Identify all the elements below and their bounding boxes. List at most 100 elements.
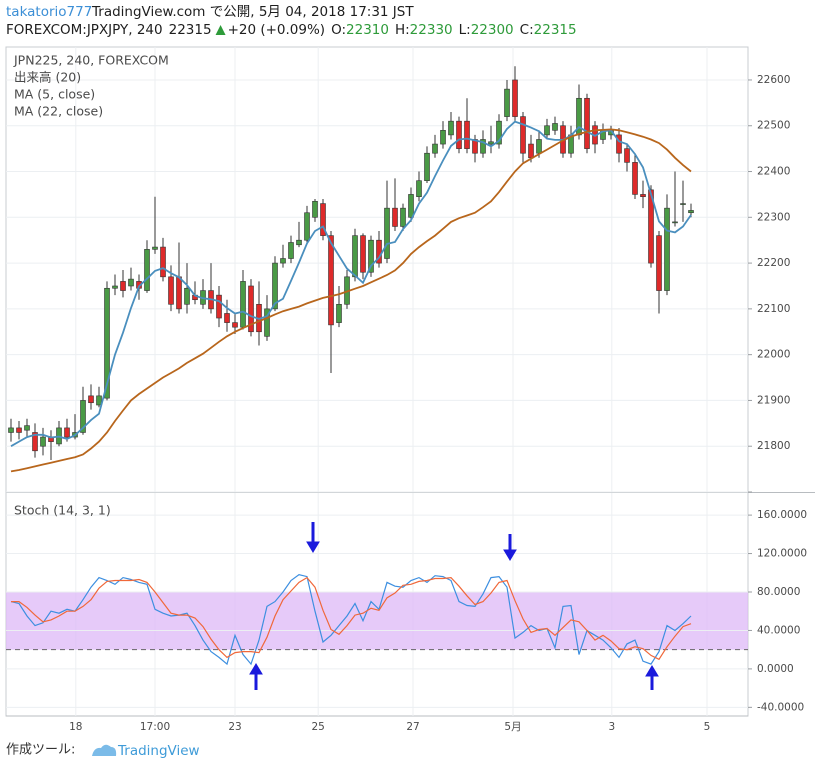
candle-body bbox=[40, 436, 46, 447]
footer-label: 作成ツール: bbox=[6, 743, 75, 758]
candle-body bbox=[640, 194, 646, 198]
candle-body bbox=[360, 235, 366, 273]
candle-body bbox=[504, 88, 510, 117]
candle-body bbox=[392, 207, 398, 227]
up-triangle bbox=[215, 25, 226, 35]
x-tick-label: 27 bbox=[406, 721, 419, 733]
candle-body bbox=[168, 276, 174, 305]
x-tick-label: 17:00 bbox=[140, 721, 170, 733]
candle-body bbox=[248, 285, 254, 333]
y-tick-label: 22200 bbox=[757, 257, 790, 269]
ma-line bbox=[10, 120, 692, 447]
candle-body bbox=[680, 203, 686, 205]
candle-body bbox=[224, 313, 230, 323]
y-tick-label: 22400 bbox=[757, 166, 790, 178]
candle-body bbox=[584, 97, 590, 149]
candle-body bbox=[216, 294, 222, 319]
candle-body bbox=[272, 262, 278, 310]
candle-body bbox=[296, 239, 302, 246]
candle-body bbox=[544, 125, 550, 136]
y-tick-label: 22100 bbox=[757, 303, 790, 315]
x-tick-label: 3 bbox=[608, 721, 615, 733]
candle-body bbox=[664, 207, 670, 291]
candle-body bbox=[304, 212, 310, 241]
candle-body bbox=[432, 143, 438, 154]
x-tick-label: 23 bbox=[228, 721, 241, 733]
stoch-title: Stoch (14, 3, 1) bbox=[14, 503, 111, 518]
change: +20 (+0.09%) bbox=[228, 22, 326, 38]
arrow-head bbox=[306, 541, 320, 553]
candle-body bbox=[440, 130, 446, 145]
arrow-head bbox=[645, 665, 659, 677]
candle-body bbox=[8, 427, 14, 433]
candle-body bbox=[104, 287, 110, 399]
ohlc-value: 22300 bbox=[471, 22, 514, 38]
candle-body bbox=[496, 120, 502, 145]
author[interactable]: takatorio777 bbox=[6, 4, 92, 20]
y-tick-label: 22300 bbox=[757, 211, 790, 223]
candle-body bbox=[448, 120, 454, 136]
x-tick-label: 25 bbox=[312, 721, 325, 733]
candle-body bbox=[688, 210, 694, 214]
candle-body bbox=[368, 239, 374, 273]
candle-body bbox=[672, 221, 678, 224]
candle-body bbox=[536, 139, 542, 154]
candle-body bbox=[328, 235, 334, 326]
candle-body bbox=[88, 395, 94, 404]
candle-body bbox=[520, 116, 526, 154]
ohlc-label: L: bbox=[459, 22, 471, 38]
candle-body bbox=[320, 203, 326, 236]
legend-entry: MA (22, close) bbox=[14, 104, 103, 119]
candle-body bbox=[280, 258, 286, 264]
candle-body bbox=[632, 162, 638, 195]
candle-body bbox=[408, 194, 414, 218]
arrow-head bbox=[249, 663, 263, 675]
candle-body bbox=[64, 427, 70, 438]
y-tick-label: 21800 bbox=[757, 440, 790, 452]
candle-body bbox=[352, 235, 358, 278]
candle-body bbox=[112, 285, 118, 289]
main-title: JPN225, 240, FOREXCOM bbox=[13, 53, 169, 68]
logo-cloud bbox=[92, 744, 117, 756]
candle-body bbox=[336, 303, 342, 323]
candle-body bbox=[144, 249, 150, 291]
plot-layer: 18 17:00 23 25 27 5月 3 5 21800 21900 22000 22100 222… bbox=[6, 47, 807, 733]
candle-body bbox=[512, 79, 518, 117]
y-tick-label: 120.0000 bbox=[757, 548, 807, 560]
candle-body bbox=[288, 242, 294, 259]
stoch-line bbox=[11, 576, 692, 661]
ohlc-label: C: bbox=[520, 22, 534, 38]
candle-body bbox=[384, 207, 390, 259]
candle-body bbox=[16, 427, 22, 433]
stoch-line bbox=[10, 574, 692, 666]
candle-body bbox=[416, 180, 422, 198]
legend-entry: MA (5, close) bbox=[14, 87, 95, 102]
candle-body bbox=[24, 425, 30, 431]
published: TradingView.com で公開, 5月 04, 2018 17:31 J… bbox=[91, 4, 414, 20]
brand-logo[interactable]: TradingView bbox=[92, 743, 200, 759]
band bbox=[6, 592, 748, 650]
candle-body bbox=[240, 281, 246, 328]
candle-body bbox=[400, 207, 406, 227]
candle-body bbox=[552, 123, 558, 131]
candle-body bbox=[128, 278, 134, 287]
x-tick-label: 5 bbox=[704, 721, 711, 733]
y-tick-label: 22000 bbox=[757, 349, 790, 361]
candle-body bbox=[616, 134, 622, 154]
ohlc-value: 22315 bbox=[534, 22, 577, 38]
candle-body bbox=[648, 189, 654, 264]
ohlc-value: 22310 bbox=[346, 22, 389, 38]
candle-body bbox=[424, 152, 430, 181]
candle-body bbox=[464, 120, 470, 149]
annotation-arrows bbox=[249, 522, 659, 690]
candle-body bbox=[624, 148, 630, 163]
candle-body bbox=[528, 143, 534, 159]
y-tick-label: 80.0000 bbox=[757, 586, 800, 598]
candle-body bbox=[176, 276, 182, 310]
header: takatorio777 TradingView.com で公開, 5月 04,… bbox=[6, 4, 577, 38]
ma-line bbox=[10, 128, 692, 473]
candle-body bbox=[312, 200, 318, 218]
candle-body bbox=[32, 432, 38, 452]
